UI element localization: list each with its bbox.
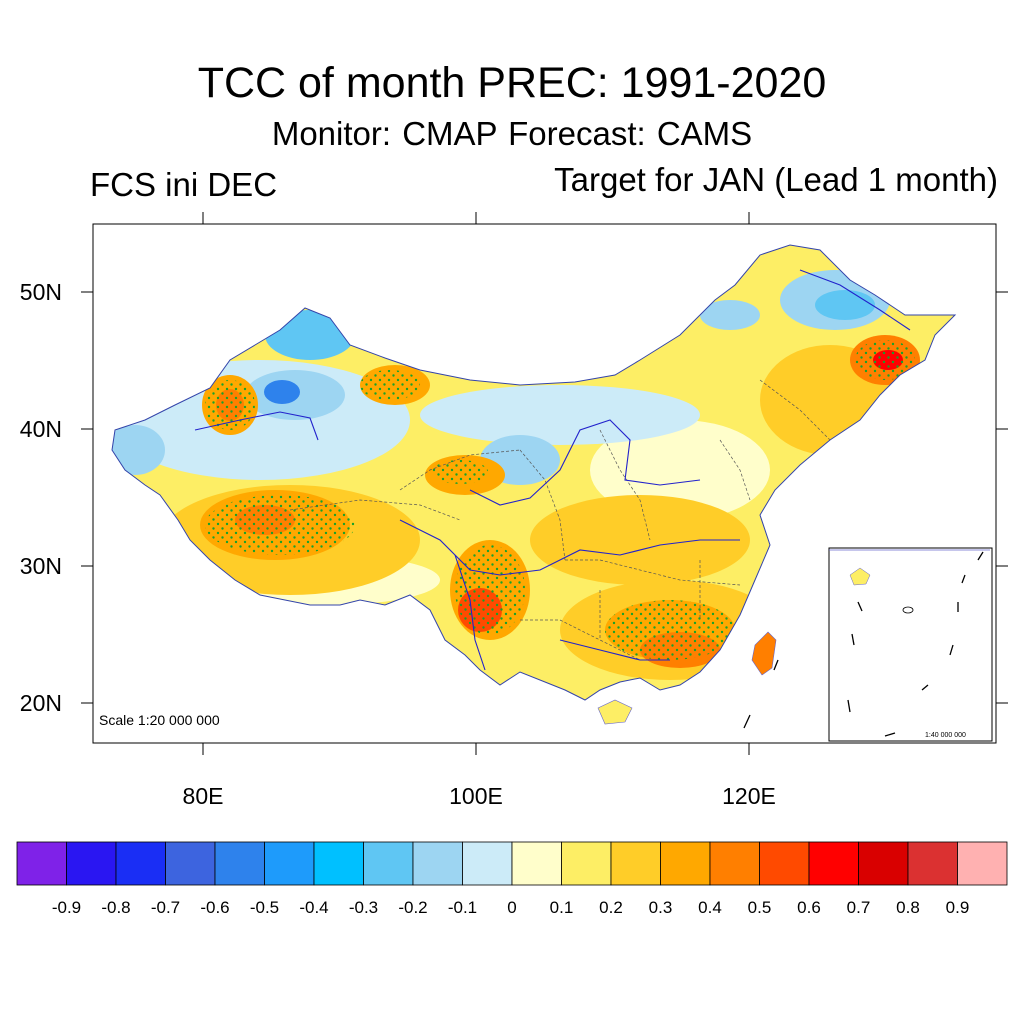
stipple-qaidam — [432, 460, 488, 484]
colorbar-tick-label: 0.4 — [698, 898, 722, 917]
colorbar-tick-label: -0.3 — [348, 898, 379, 917]
rivers — [194, 269, 911, 671]
colorbar-tick-label: 0.8 — [896, 898, 920, 917]
colorbar-swatch — [115, 841, 166, 886]
taiwan-island — [751, 631, 777, 676]
field-zone-northcentral-weak — [590, 420, 770, 520]
colorbar-tick-label: -0.7 — [150, 898, 181, 917]
colorbar-tick-label: 0.5 — [747, 898, 772, 917]
lat-label-50n: 50N — [19, 279, 62, 305]
inset-reef — [902, 606, 914, 614]
nine-dash-outer-2 — [743, 714, 751, 729]
stipple-tianshan — [360, 370, 420, 400]
colorbar-swatch — [907, 841, 958, 886]
colorbar-swatch — [759, 841, 810, 886]
colorbar-tick-label: -0.2 — [398, 898, 428, 917]
lon-label-80e: 80E — [182, 783, 224, 809]
colorbar-swatch — [709, 841, 760, 886]
colorbar-tick-label: 0.2 — [599, 898, 623, 917]
stipple-heilongjiang — [855, 340, 915, 380]
field-zone-innermongolia-negative — [420, 385, 700, 445]
hainan-island — [597, 699, 633, 725]
lon-label-100e: 100E — [449, 783, 503, 809]
river-pearl — [559, 639, 670, 661]
colorbar-swatch — [660, 841, 711, 886]
inset-hainan — [849, 567, 871, 586]
colorbar-tick-label: 0.1 — [549, 898, 574, 917]
field-zone-junggar-core — [264, 380, 300, 404]
river-amur — [799, 269, 911, 331]
stipple-westxinjiang — [205, 380, 255, 430]
colorbar-swatch — [957, 841, 1008, 886]
colorbar-swatch — [264, 841, 315, 886]
colorbar-tick-label: 0.9 — [945, 898, 970, 917]
colorbar-swatch — [858, 841, 909, 886]
target-label: Target for JAN (Lead 1 month) — [554, 161, 998, 198]
colorbar-tick-label: 0.6 — [797, 898, 821, 917]
stipple-ntibet — [205, 495, 355, 555]
river-yellow — [469, 419, 701, 506]
colorbar-swatch — [165, 841, 216, 886]
forecast-init-label: FCS ini DEC — [90, 166, 278, 203]
colorbar-swatch — [66, 841, 117, 886]
colorbar-swatch — [462, 841, 513, 886]
lat-label-40n: 40N — [19, 416, 62, 442]
colorbar-swatch — [610, 841, 661, 886]
colorbar-swatch — [808, 841, 859, 886]
field-zone-hulun-negative — [700, 300, 760, 330]
stipple-southchina — [605, 600, 735, 660]
colorbar-tick-label: -0.5 — [249, 898, 280, 917]
colorbar-swatch — [313, 841, 364, 886]
inset-dashline — [847, 551, 984, 737]
colorbar-tick-label: -0.6 — [200, 898, 230, 917]
lat-label-30n: 30N — [19, 553, 62, 579]
province-boundaries — [289, 379, 831, 661]
colorbar-swatch — [16, 841, 67, 886]
colorbar-tick-label: 0.3 — [648, 898, 673, 917]
colorbar-tick-label: 0.7 — [846, 898, 871, 917]
colorbar-tick-label: -0.4 — [299, 898, 329, 917]
figure-title: TCC of month PREC: 1991-2020 — [197, 59, 827, 107]
colorbar-tick-label: -0.9 — [51, 898, 82, 917]
field-zone-heilongjiang-core — [815, 290, 875, 320]
colorbar-swatch — [412, 841, 463, 886]
stipple-sichuan — [455, 545, 525, 635]
colorbar-tick-label: 0 — [507, 898, 517, 917]
map-scale-label: Scale 1:20 000 000 — [99, 712, 220, 728]
colorbar-swatch — [363, 841, 414, 886]
river-tarim — [194, 411, 319, 441]
colorbar-swatch — [511, 841, 562, 886]
colorbar-swatch — [561, 841, 612, 886]
figure-subtitle: Monitor: CMAP Forecast: CAMS — [271, 115, 753, 152]
lat-label-20n: 20N — [19, 690, 62, 716]
axis-ticks — [81, 212, 1008, 755]
colorbar-tick-label: -0.1 — [447, 898, 478, 917]
field-zone-sichuan-moderate — [530, 495, 750, 585]
inset-scale-label: 1:40 000 000 — [925, 732, 966, 739]
river-mekong — [454, 554, 486, 671]
south-china-sea-inset — [828, 547, 993, 742]
colorbar — [16, 841, 1008, 886]
colorbar-swatch — [214, 841, 265, 886]
lon-label-120e: 120E — [722, 783, 776, 809]
nine-dash-outer-1 — [773, 659, 779, 671]
colorbar-tick-label: -0.8 — [101, 898, 131, 917]
